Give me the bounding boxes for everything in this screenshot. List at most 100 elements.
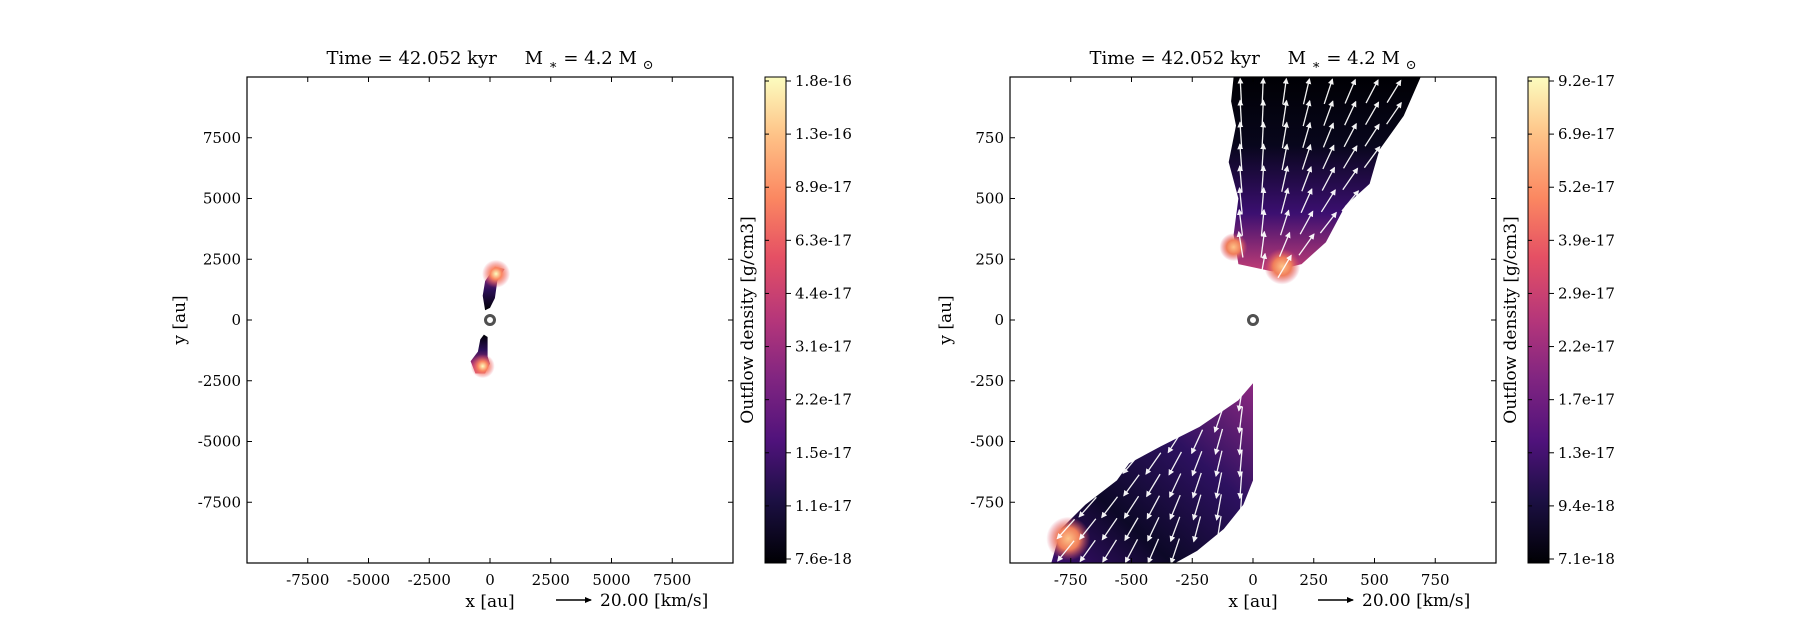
panel-2-velocity-arrow: [1322, 122, 1335, 148]
panel-2-colorbar-tick-label: 5.2e-17: [1558, 178, 1615, 196]
panel-2-velocity-arrow: [1124, 517, 1139, 542]
panel-2-title-mass-value: = 4.2 M: [1326, 48, 1400, 69]
panel-1-colorbar: [764, 76, 787, 564]
panel-1-colorbar-tick-label: 1.1e-17: [795, 497, 852, 515]
panel-2-velocity-arrow: [1365, 79, 1379, 104]
panel-2-velocity-arrow: [1079, 518, 1097, 540]
panel-2-velocity-arrow: [1124, 539, 1139, 563]
panel-1-y-tick-label: -2500: [198, 372, 241, 390]
panel-1-y-tick-label: 7500: [203, 129, 241, 147]
panel-2-velocity-arrow: [1237, 165, 1244, 193]
panel-2-x-tick-label: -500: [1115, 571, 1149, 589]
panel-2-velocity-arrow: [1282, 77, 1289, 105]
panel-2-y-tick-label: 500: [975, 190, 1004, 208]
panel-2-velocity-arrow: [1343, 122, 1357, 148]
panel-2-upper-lobe: [1228, 77, 1421, 272]
panel-2-velocity-arrow: [1169, 494, 1181, 521]
panel-2-velocity-arrow: [1147, 538, 1160, 563]
panel-2-velocity-arrow: [1147, 516, 1160, 542]
panel-2-velocity-arrow: [1192, 516, 1202, 543]
panel-2-colorbar-tick-label: 1.7e-17: [1558, 391, 1615, 409]
panel-2-x-tick-label: 500: [1360, 571, 1389, 589]
panel-2-x-tick-label: -250: [1175, 571, 1209, 589]
panel-2-xlabel: x [au]: [1228, 592, 1277, 612]
panel-1-y-tick-label: 5000: [203, 190, 241, 208]
panel-2-velocity-arrow: [1236, 384, 1244, 412]
panel-2-velocity-arrow: [1363, 145, 1381, 169]
panel-2-velocity-arrow: [1320, 189, 1336, 213]
panel-2-velocity-arrow: [1079, 539, 1096, 563]
panel-2-x-tick-label: 0: [1248, 571, 1258, 589]
panel-2-velocity-arrow: [1169, 516, 1181, 543]
panel-2-y-tick-label: -750: [970, 493, 1004, 511]
panel-2-velocity-arrow: [1168, 451, 1183, 476]
panel-2-velocity-arrow: [1301, 165, 1313, 192]
panel-2-velocity-arrow: [1302, 99, 1312, 127]
panel-2-colorbar-tick-label: 9.4e-18: [1558, 497, 1615, 515]
panel-1-y-tick-label: 0: [231, 311, 241, 329]
panel-2-velocity-arrow: [1123, 495, 1140, 519]
panel-2-colorbar-tick-label: 2.9e-17: [1558, 284, 1615, 302]
panel-2-velocity-arrow: [1122, 453, 1141, 475]
panel-2-velocity-arrow: [1191, 451, 1203, 477]
panel-2-velocity-arrow: [1101, 496, 1119, 519]
panel-2-velocity-arrow: [1146, 495, 1161, 520]
panel-2-velocity-arrow: [1280, 187, 1290, 214]
panel-1-quiver-key-label: 20.00 [km/s]: [600, 591, 708, 611]
panel-2-velocity-arrow: [1260, 143, 1267, 171]
panel-2-velocity-arrow: [1214, 450, 1223, 477]
panel-2-velocity-arrow: [1323, 100, 1334, 126]
panel-1-plot-area: [470, 259, 511, 379]
panel-2-colorbar-tick-label: 7.1e-18: [1558, 550, 1615, 568]
panel-2-velocity-arrow: [1236, 230, 1244, 258]
panel-2-hotspot: [1264, 248, 1301, 285]
panel-1-x-tick-label: -2500: [408, 571, 451, 589]
panel-2-colorbar-tick-label: 2.2e-17: [1558, 338, 1615, 356]
panel-1-colorbar-tick-label: 4.4e-17: [795, 284, 852, 302]
panel-2-velocity-arrow: [1302, 121, 1312, 148]
panel-1-x-tick-label: 2500: [532, 571, 570, 589]
panel-1-y-tick-label: -5000: [198, 433, 241, 451]
panel-1-colorbar-label: Outflow density [g/cm3]: [738, 216, 758, 423]
panel-2-velocity-arrow: [1191, 494, 1202, 521]
panel-1-title-sun-sub: ⊙: [643, 58, 654, 73]
panel-2-title-time: Time = 42.052 kyr: [1089, 48, 1260, 69]
panel-2-velocity-arrow: [1298, 233, 1315, 256]
panel-2-velocity-arrow: [1281, 99, 1289, 127]
panel-1-colorbar-tick-label: 7.6e-18: [795, 550, 852, 568]
panel-2-colorbar-tick-label: 6.9e-17: [1558, 125, 1615, 143]
panel-1-x-tick-label: -5000: [347, 571, 390, 589]
panel-2-velocity-arrow: [1237, 77, 1244, 105]
panel-2-velocity-arrow: [1236, 208, 1244, 236]
panel-2-y-tick-label: -250: [970, 372, 1004, 390]
panel-1-x-tick-label: 5000: [592, 571, 630, 589]
panel-2-velocity-arrow: [1279, 209, 1290, 236]
panel-1-title: Time = 42.052 kyr M ∗ = 4.2 M ⊙: [326, 48, 653, 74]
panel-2-velocity-arrow: [1102, 539, 1118, 563]
panel-2-velocity-arrow: [1259, 252, 1268, 280]
panel-2-velocity-arrow: [1123, 474, 1140, 497]
panel-2-velocity-arrow: [1386, 79, 1402, 103]
panel-2-quiver-key-label: 20.00 [km/s]: [1362, 591, 1470, 611]
panel-2-y-tick-label: 0: [994, 311, 1004, 329]
panel-2-velocity-arrow: [1191, 429, 1204, 455]
panel-1-colorbar-tick-label: 1.8e-16: [795, 72, 852, 90]
panel-2-velocity-arrow: [1169, 538, 1181, 563]
panel-2-velocity-arrow: [1319, 211, 1337, 234]
panel-2-velocity-arrow: [1323, 78, 1334, 105]
panel-2-y-tick-label: -500: [970, 433, 1004, 451]
panel-2-title-mass-sub: ∗: [1312, 58, 1321, 73]
panel-2-velocity-arrow: [1214, 494, 1222, 521]
panel-1-y-tick-label: -7500: [198, 493, 241, 511]
panel-2-colorbar-label: Outflow density [g/cm3]: [1501, 216, 1521, 423]
panel-1-colorbar-tick-label: 3.1e-17: [795, 338, 852, 356]
panel-2-hotspot: [1046, 516, 1091, 561]
panel-2-velocity-arrow: [1260, 99, 1267, 127]
panel-2-velocity-arrow: [1260, 121, 1267, 149]
panel-2-velocity-arrow: [1078, 496, 1097, 518]
panel-2-velocity-arrow: [1281, 121, 1289, 149]
panel-2-velocity-arrow: [1342, 145, 1358, 169]
panel-1-title-mass-symbol: M: [525, 48, 543, 69]
panel-1: Time = 42.052 kyr M ∗ = 4.2 M ⊙ -7500 -50…: [170, 48, 852, 612]
